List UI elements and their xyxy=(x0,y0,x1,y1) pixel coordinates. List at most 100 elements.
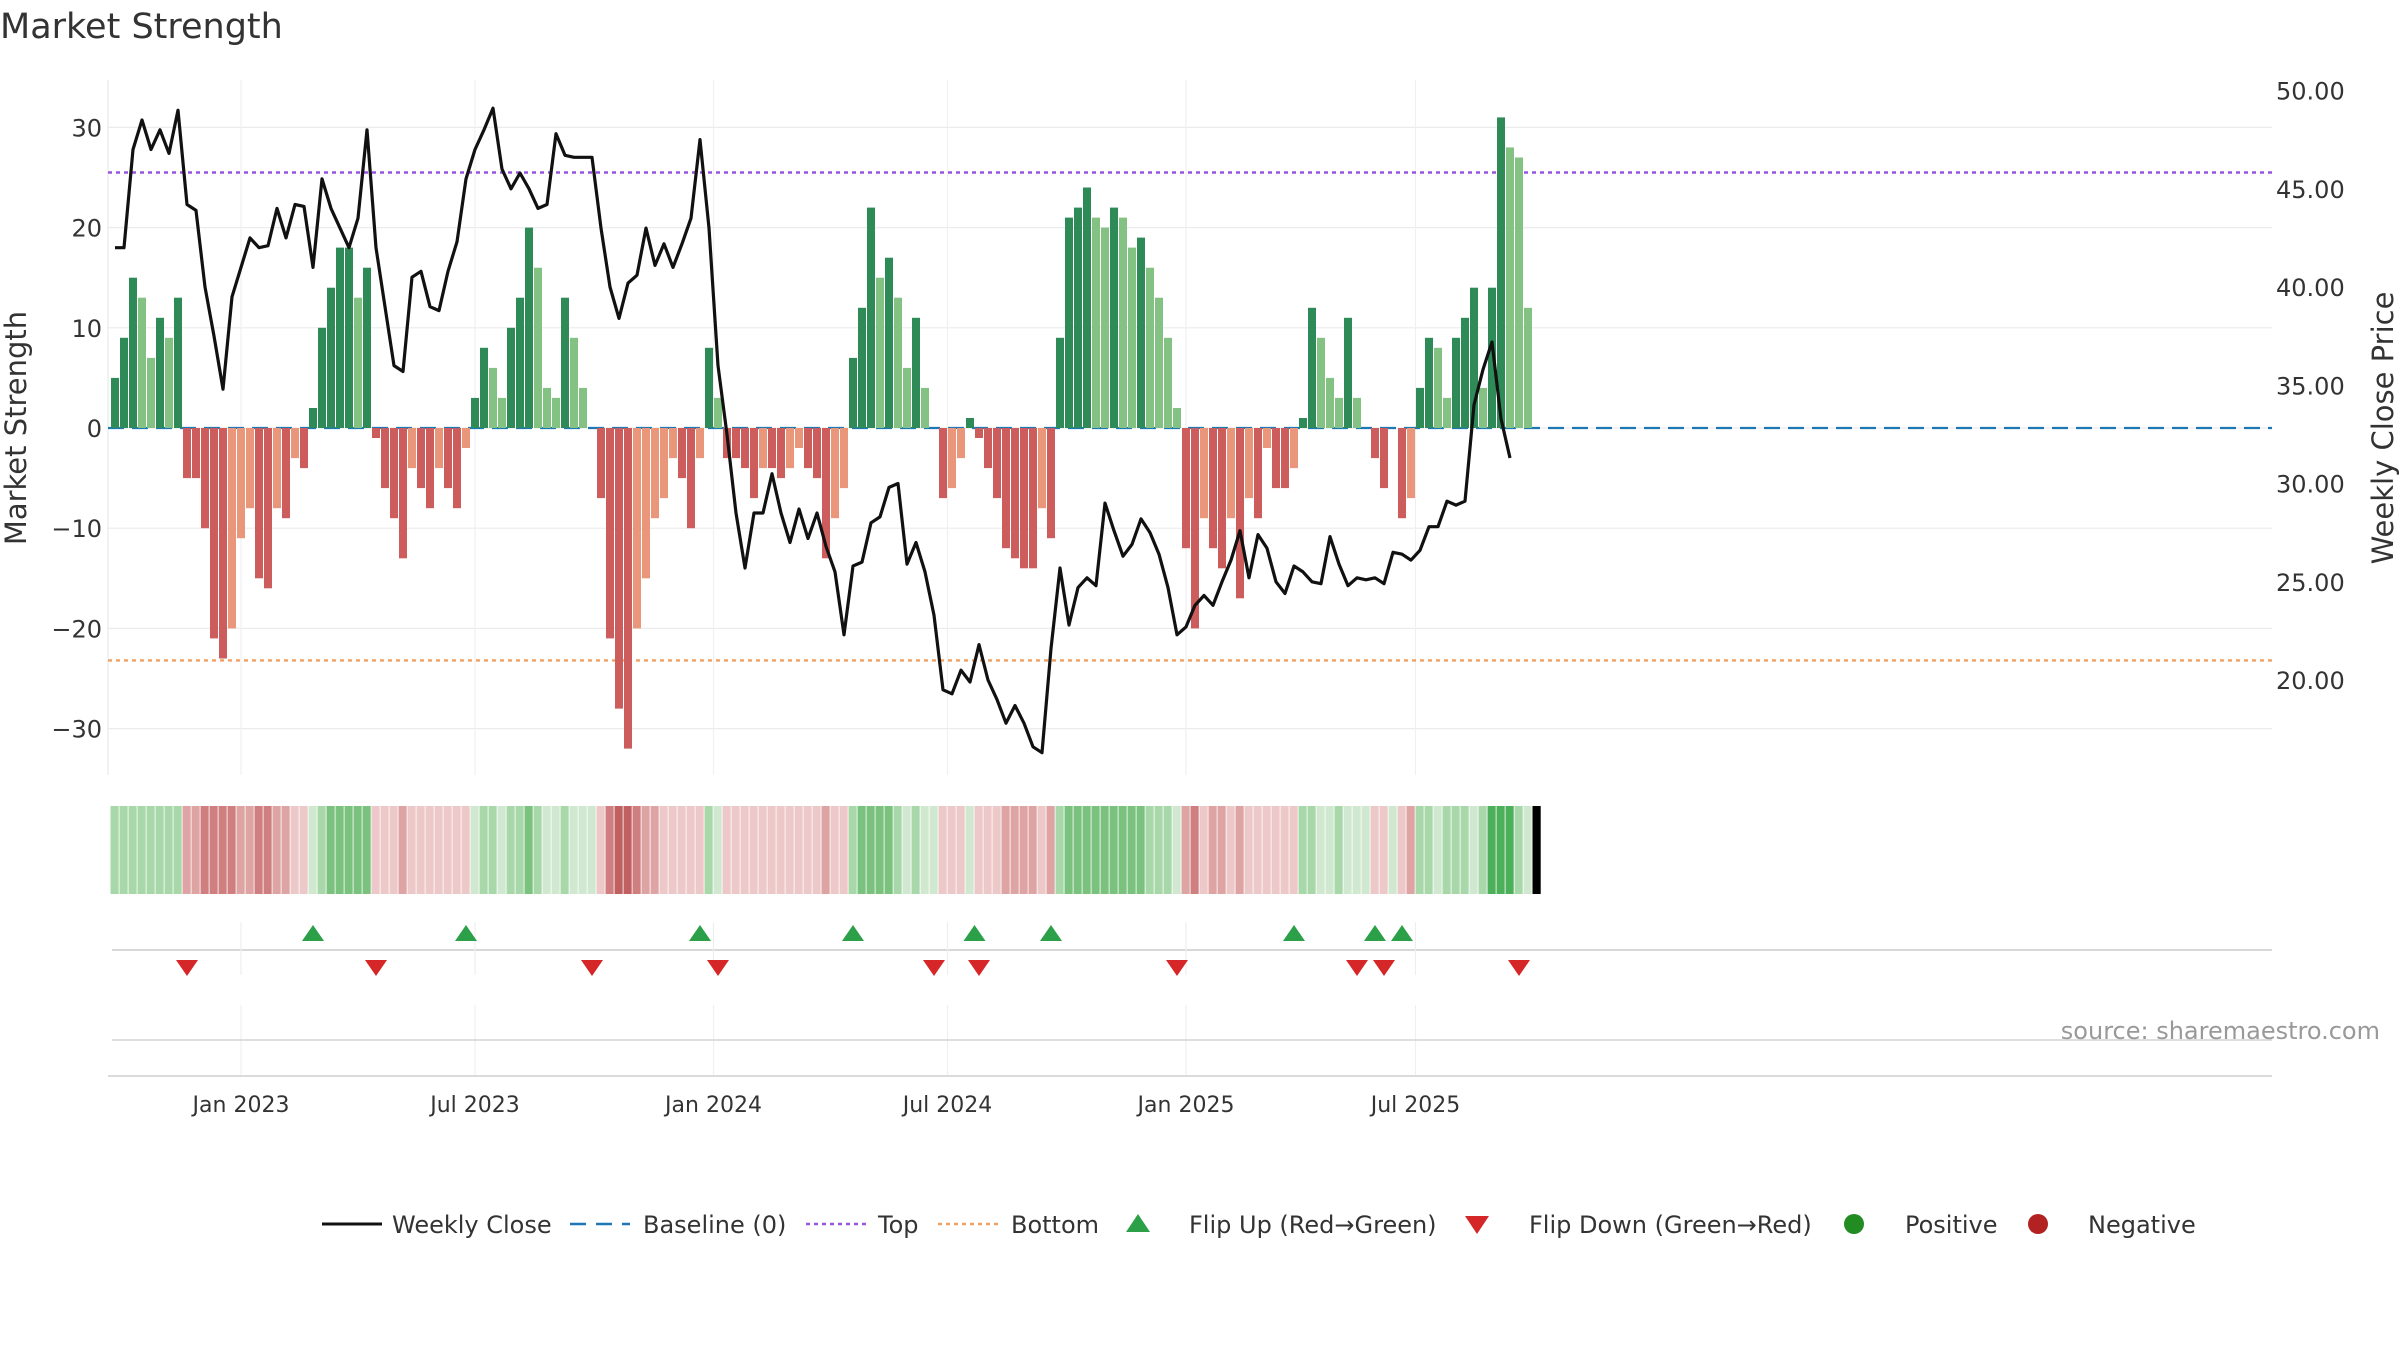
heat-cell xyxy=(443,806,452,894)
heat-cell xyxy=(245,806,254,894)
strength-bar xyxy=(1407,428,1415,499)
heat-cell xyxy=(677,806,686,894)
strength-bar xyxy=(291,428,299,459)
heat-cell xyxy=(641,806,650,894)
heat-cell xyxy=(470,806,479,894)
legend-label: Baseline (0) xyxy=(643,1211,786,1239)
heat-cell xyxy=(1244,806,1253,894)
strength-bar xyxy=(408,428,416,469)
heat-cell xyxy=(1226,806,1235,894)
heat-cell xyxy=(920,806,929,894)
strength-bar xyxy=(1200,428,1208,519)
strength-bar xyxy=(318,327,326,428)
strength-bar xyxy=(210,428,218,639)
strength-bar xyxy=(1002,428,1010,549)
heat-cell xyxy=(614,806,623,894)
heat-cell xyxy=(533,806,542,894)
strength-bar xyxy=(444,428,452,489)
strength-bar xyxy=(1101,227,1109,428)
legend: Weekly Close Baseline (0) Top Bottom Flip Up… xyxy=(322,1211,2196,1239)
heat-cell xyxy=(821,806,830,894)
heat-cell xyxy=(1028,806,1037,894)
strength-bar xyxy=(282,428,290,519)
heat-cell xyxy=(1514,806,1523,894)
flip-signal-panel xyxy=(112,922,2272,976)
heat-cell xyxy=(1424,806,1433,894)
heat-cell xyxy=(524,806,533,894)
strength-bar xyxy=(903,367,911,428)
heat-cell xyxy=(839,806,848,894)
heat-cell xyxy=(146,806,155,894)
strength-bar xyxy=(849,357,857,428)
strength-bar xyxy=(894,297,902,428)
flip-down-marker xyxy=(1346,960,1368,976)
strength-bar xyxy=(219,428,227,659)
heat-cell xyxy=(632,806,641,894)
strength-bar xyxy=(615,428,623,709)
legend-label: Bottom xyxy=(1011,1211,1099,1239)
strength-bar xyxy=(579,387,587,428)
heat-cell xyxy=(1073,806,1082,894)
x-date-tick: Jul 2023 xyxy=(428,1093,520,1118)
strength-bar xyxy=(642,428,650,579)
heat-cell xyxy=(137,806,146,894)
heat-cell xyxy=(1163,806,1172,894)
strength-bar xyxy=(1020,428,1028,569)
strength-bar xyxy=(984,428,992,469)
heat-cell xyxy=(173,806,182,894)
strength-bar xyxy=(1173,408,1181,428)
reference-lines xyxy=(108,171,2272,662)
legend-swatch-flip-down xyxy=(1465,1216,1489,1234)
strength-bar xyxy=(1236,428,1244,599)
strength-bar xyxy=(1272,428,1280,489)
heat-cell xyxy=(299,806,308,894)
strength-bar xyxy=(390,428,398,519)
y-left-tick: 10 xyxy=(71,315,102,343)
strength-bar xyxy=(1281,428,1289,489)
strength-bar xyxy=(1182,428,1190,549)
heat-cell xyxy=(704,806,713,894)
heat-cell xyxy=(1109,806,1118,894)
heat-cell xyxy=(902,806,911,894)
strength-bar xyxy=(1452,337,1460,428)
strength-bar xyxy=(345,247,353,428)
strength-bar xyxy=(1371,428,1379,459)
strength-bar xyxy=(750,428,758,499)
heat-cell xyxy=(1001,806,1010,894)
y-right-tick: 40.00 xyxy=(2276,274,2345,302)
heat-cell xyxy=(1118,806,1127,894)
strength-bar xyxy=(1380,428,1388,489)
flip-up-marker xyxy=(1364,925,1386,941)
heat-cell xyxy=(254,806,263,894)
source-credit: source: sharemaestro.com xyxy=(2061,1017,2380,1045)
heat-cell xyxy=(398,806,407,894)
heat-cell xyxy=(1046,806,1055,894)
strength-bar xyxy=(795,428,803,448)
heat-cell xyxy=(1379,806,1388,894)
strength-bar xyxy=(570,337,578,428)
y-right-tick: 20.00 xyxy=(2276,667,2345,695)
heat-cell xyxy=(1037,806,1046,894)
strength-bar xyxy=(453,428,461,509)
strength-bar xyxy=(1515,157,1523,428)
strength-bar xyxy=(669,428,677,459)
strength-bar xyxy=(516,297,524,428)
strength-bar xyxy=(561,297,569,428)
heat-cell xyxy=(1487,806,1496,894)
heat-cell xyxy=(425,806,434,894)
heat-cell xyxy=(1478,806,1487,894)
y-right-tick: 30.00 xyxy=(2276,471,2345,499)
heat-cell xyxy=(875,806,884,894)
left-axis-ticks: 30 20 10 0 −10 −20 −30 xyxy=(51,114,102,743)
strength-bar xyxy=(426,428,434,509)
strength-bar xyxy=(498,397,506,428)
strength-bar xyxy=(1047,428,1055,539)
strength-bar xyxy=(633,428,641,629)
heat-cell xyxy=(236,806,245,894)
heat-cell xyxy=(722,806,731,894)
flip-down-marker xyxy=(968,960,990,976)
strength-bar xyxy=(1137,237,1145,428)
heat-cell xyxy=(848,806,857,894)
heat-cell xyxy=(389,806,398,894)
